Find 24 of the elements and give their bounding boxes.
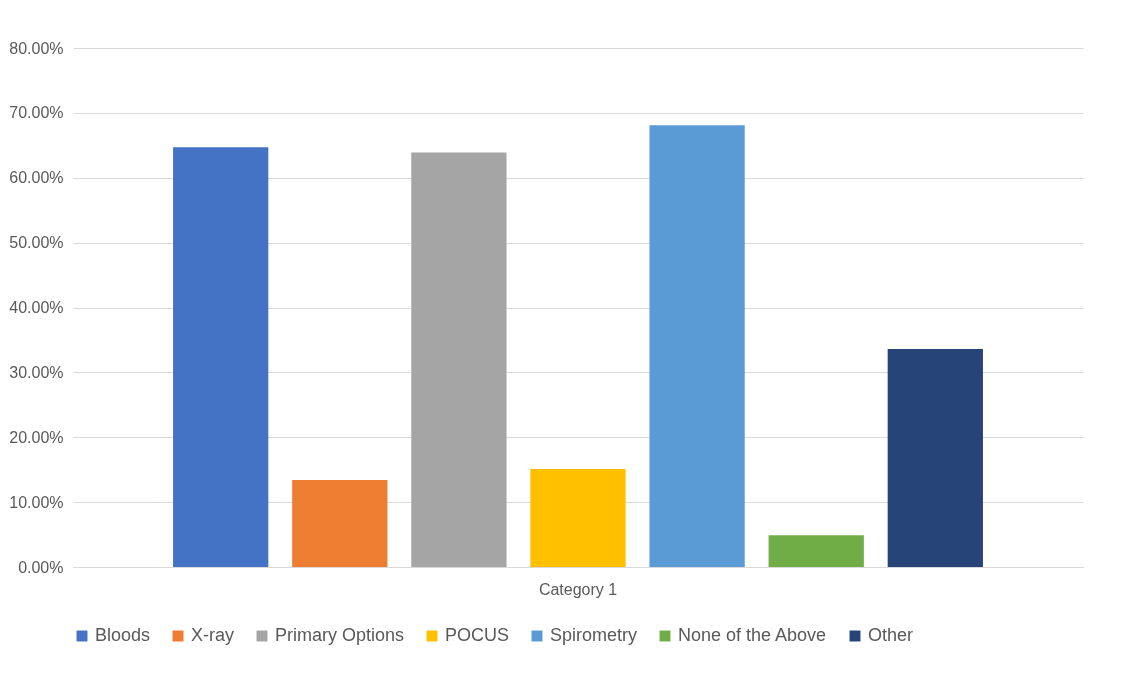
- x-tick-label: Category 1: [538, 580, 618, 598]
- y-tick-label: 50.00%: [9, 234, 64, 252]
- y-tick-label: 30.00%: [9, 363, 64, 381]
- legend-label: Other: [868, 625, 914, 645]
- legend-label: Bloods: [95, 625, 151, 645]
- y-tick-label: 40.00%: [9, 299, 64, 316]
- y-tick-label: 60.00%: [9, 169, 64, 187]
- bar: [649, 125, 745, 567]
- legend-label: None of the Above: [678, 625, 827, 645]
- bar: [292, 480, 388, 567]
- y-tick-label: 10.00%: [9, 493, 64, 511]
- y-tick-label: 80.00%: [9, 39, 64, 57]
- legend-label: POCUS: [445, 625, 510, 645]
- bar: [411, 152, 507, 567]
- legend-label: Primary Options: [275, 625, 405, 645]
- bar: [173, 147, 269, 567]
- bar: [887, 349, 983, 567]
- bar: [768, 535, 864, 567]
- legend-label: X-ray: [191, 625, 235, 645]
- y-tick-label: 20.00%: [9, 428, 64, 446]
- bar: [530, 469, 626, 567]
- y-tick-label: 0.00%: [18, 558, 64, 576]
- legend-label: Spirometry: [550, 625, 638, 645]
- y-tick-label: 70.00%: [9, 104, 64, 122]
